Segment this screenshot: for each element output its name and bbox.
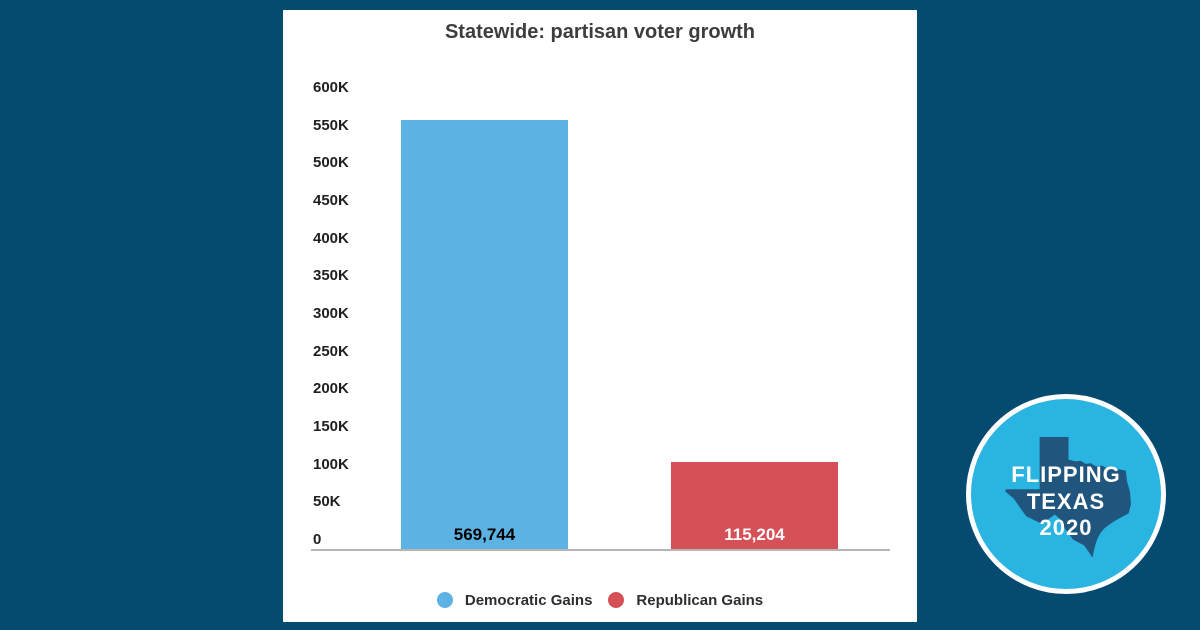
chart-card: Statewide: partisan voter growth 0 50K 100… [283, 10, 917, 622]
x-axis-baseline [311, 549, 890, 551]
y-axis-tick-label: 100K [313, 455, 349, 473]
y-axis-tick-label: 600K [313, 79, 349, 96]
bar-value-label-democratic: 569,744 [453, 525, 516, 544]
y-axis-tick-label: 400K [313, 229, 349, 247]
badge-line-2020: 2020 [1039, 515, 1093, 540]
badge-line-texas: TEXAS [1026, 488, 1106, 514]
y-axis-tick-label: 450K [313, 192, 349, 209]
legend-item-republican: Republican Gains [608, 592, 763, 609]
y-axis-tick-label: 350K [313, 267, 349, 285]
chart-legend: Democratic Gains Republican Gains [283, 584, 917, 616]
y-axis-tick-label: 0 [313, 531, 322, 548]
y-axis-tick-label: 200K [313, 380, 349, 398]
y-axis-tick-label: 50K [313, 493, 341, 511]
y-axis-tick-label: 300K [313, 305, 349, 322]
legend-item-democratic: Democratic Gains [436, 591, 593, 609]
y-axis-tick-label: 150K [313, 418, 349, 435]
badge-text: FLIPPING TEXAS 2020 [971, 462, 1161, 542]
republican-swatch-icon [608, 592, 625, 608]
y-axis-tick-label: 550K [313, 116, 349, 134]
badge-line-flipping: FLIPPING [1011, 462, 1121, 487]
chart-title: Statewide: partisan voter growth [444, 21, 756, 43]
bar-value-label-republican: 115,204 [724, 525, 785, 544]
bar-republican-gains: 115,204 [671, 462, 838, 549]
y-axis-tick-label: 250K [313, 342, 349, 360]
democratic-swatch-icon [436, 592, 453, 608]
flipping-texas-badge: FLIPPING TEXAS 2020 [966, 394, 1166, 594]
texas-state-icon [1005, 437, 1131, 558]
legend-label-democratic: Democratic Gains [464, 591, 593, 609]
bar-democratic-gains: 569,744 [401, 120, 568, 549]
y-axis-tick-label: 500K [313, 154, 349, 172]
legend-label-republican: Republican Gains [636, 591, 764, 609]
